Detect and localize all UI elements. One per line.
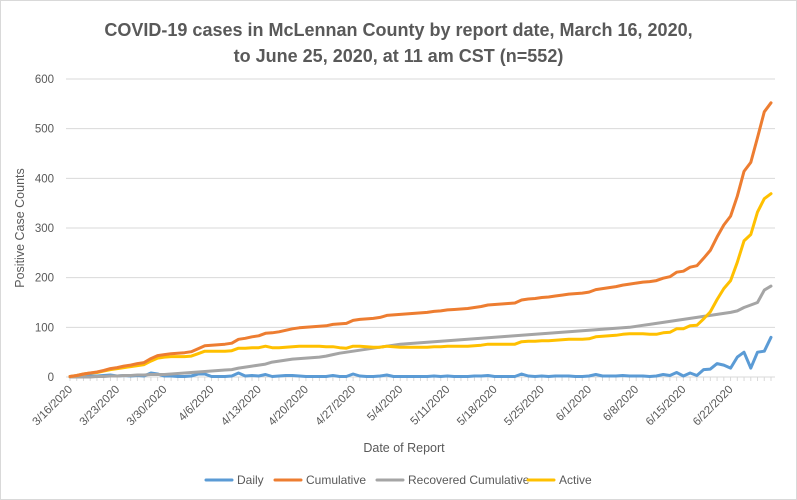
y-axis-title: Positive Case Counts: [13, 168, 27, 288]
gridlines: [66, 78, 775, 328]
y-tick-label-0: 0: [48, 372, 54, 384]
x-tick-label-4/20/2020: 4/20/2020: [266, 384, 311, 429]
x-tick-label-4/13/2020: 4/13/2020: [219, 384, 264, 429]
x-axis-tick-labels: 3/16/2020 3/23/2020 3/30/2020 4/6/2020 4/13/…: [30, 384, 735, 429]
x-tick-label-5/25/2020: 5/25/2020: [502, 384, 547, 429]
series-line-recovered-cumulative: [68, 284, 773, 379]
legend-label-cumulative: Cumulative: [306, 473, 366, 487]
x-axis-title: Date of Report: [363, 441, 445, 455]
x-tick-label-5/11/2020: 5/11/2020: [409, 384, 453, 428]
x-tick-label-6/1/2020: 6/1/2020: [554, 384, 594, 424]
x-tick-label-3/30/2020: 3/30/2020: [125, 384, 170, 429]
legend: Daily Cumulative Recovered Cumulative Activ…: [204, 473, 592, 487]
x-tick-label-6/15/2020: 6/15/2020: [644, 384, 689, 429]
series-lines: [68, 101, 773, 379]
chart-title-line-2: to June 25, 2020, at 11 am CST (n=552): [233, 46, 564, 66]
x-tick-label-6/8/2020: 6/8/2020: [601, 384, 641, 424]
y-tick-label-300: 300: [35, 223, 54, 235]
x-tick-label-6/22/2020: 6/22/2020: [691, 384, 736, 429]
y-tick-label-600: 600: [35, 74, 54, 86]
chart-title-line-1: COVID-19 cases in McLennan County by rep…: [104, 20, 693, 40]
x-tick-label-3/23/2020: 3/23/2020: [78, 384, 123, 429]
y-axis-tick-labels: 0 100 200 300 400 500 600: [35, 74, 54, 384]
y-tick-label-100: 100: [35, 322, 54, 334]
y-tick-label-200: 200: [35, 273, 54, 285]
series-line-daily: [68, 335, 773, 378]
x-tick-label-5/4/2020: 5/4/2020: [365, 384, 405, 424]
x-tick-label-5/18/2020: 5/18/2020: [455, 384, 500, 429]
legend-label-daily: Daily: [237, 473, 264, 487]
y-tick-label-400: 400: [35, 173, 54, 185]
series-line-active: [68, 192, 773, 378]
series-line-cumulative: [68, 101, 773, 378]
legend-label-active: Active: [559, 473, 592, 487]
legend-label-recovered-cumulative: Recovered Cumulative: [408, 473, 530, 487]
y-tick-label-500: 500: [35, 124, 54, 136]
x-tick-label-4/6/2020: 4/6/2020: [177, 384, 217, 424]
x-tick-label-4/27/2020: 4/27/2020: [314, 384, 359, 429]
x-tick-label-3/16/2020: 3/16/2020: [30, 384, 75, 429]
